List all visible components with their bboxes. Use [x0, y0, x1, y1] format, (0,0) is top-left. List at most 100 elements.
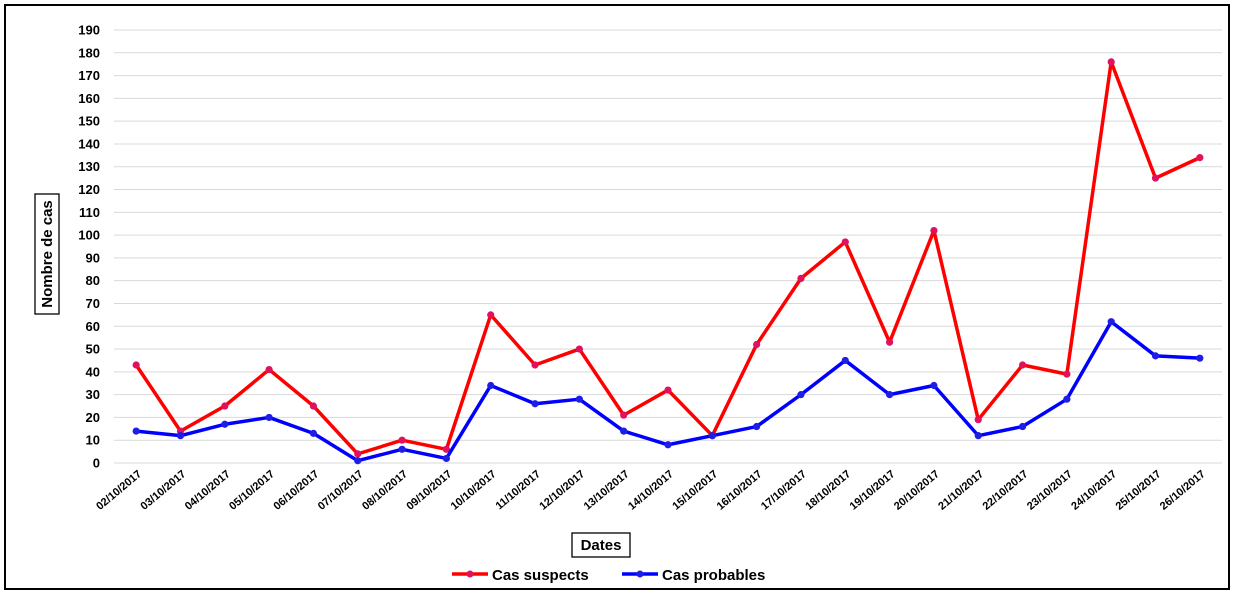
data-point — [265, 365, 273, 374]
y-tick-label: 170 — [78, 68, 100, 83]
data-point — [1063, 370, 1071, 378]
line-chart: 0 10 20 30 40 50 60 70 80 90 100 110 120 130 140 150 160… — [34, 23, 1222, 584]
x-tick-label: 05/10/2017 — [227, 468, 277, 513]
y-tick-label: 120 — [78, 182, 100, 197]
data-point — [354, 457, 362, 465]
x-tick-label: 10/10/2017 — [449, 468, 499, 513]
data-point — [930, 381, 938, 390]
x-tick-label: 26/10/2017 — [1158, 468, 1208, 513]
data-point — [1151, 174, 1160, 182]
y-axis-label: Nombre de cas — [39, 200, 56, 308]
data-point — [132, 361, 140, 369]
x-tick-label: 06/10/2017 — [271, 468, 321, 513]
x-axis-title: Dates — [571, 532, 631, 558]
y-tick-label: 150 — [78, 114, 100, 129]
data-point — [974, 432, 982, 440]
x-tick-label: 08/10/2017 — [360, 468, 410, 513]
data-point — [620, 411, 628, 419]
data-point — [1196, 354, 1204, 362]
y-axis-title: Nombre de cas — [34, 193, 60, 315]
data-point — [487, 381, 495, 390]
x-axis-ticks: 02/10/201703/10/201704/10/201705/10/2017… — [94, 468, 1208, 513]
legend-marker-suspects — [466, 570, 474, 578]
legend-label-suspects: Cas suspects — [492, 567, 589, 584]
y-tick-label: 180 — [78, 45, 100, 60]
x-tick-label: 14/10/2017 — [626, 468, 676, 513]
y-tick-label: 140 — [78, 136, 100, 151]
x-tick-label: 23/10/2017 — [1025, 468, 1075, 513]
data-point — [221, 420, 229, 428]
y-tick-label: 100 — [78, 228, 100, 243]
data-point — [132, 427, 140, 435]
data-point — [753, 340, 761, 349]
data-point — [531, 361, 539, 369]
data-point — [797, 274, 805, 283]
data-point — [1063, 395, 1071, 403]
data-point — [753, 422, 761, 431]
y-tick-label: 0 — [93, 456, 100, 471]
series-probables — [132, 318, 1204, 465]
y-tick-label: 160 — [78, 91, 100, 106]
data-point — [221, 402, 229, 410]
data-point — [886, 338, 894, 346]
gridlines — [114, 29, 1222, 464]
data-point — [487, 311, 495, 319]
y-tick-label: 30 — [86, 387, 100, 402]
data-point — [1018, 422, 1027, 431]
legend-marker-probables — [636, 570, 644, 578]
legend-item-suspects: Cas suspects — [452, 567, 589, 584]
x-tick-label: 22/10/2017 — [981, 468, 1031, 513]
data-point — [309, 402, 318, 410]
data-point — [309, 429, 318, 437]
x-tick-label: 04/10/2017 — [183, 468, 233, 513]
x-tick-label: 17/10/2017 — [759, 468, 809, 513]
data-point — [575, 395, 583, 403]
x-tick-label: 12/10/2017 — [537, 468, 587, 513]
legend: Cas suspects Cas probables — [452, 567, 765, 584]
data-point — [1107, 58, 1115, 66]
y-tick-label: 50 — [86, 342, 100, 357]
x-tick-label: 07/10/2017 — [316, 468, 366, 513]
legend-label-probables: Cas probables — [662, 567, 765, 584]
x-tick-label: 20/10/2017 — [892, 468, 942, 513]
data-point — [841, 356, 849, 365]
y-tick-label: 20 — [86, 410, 100, 425]
y-axis-ticks: 0 10 20 30 40 50 60 70 80 90 100 110 120 130 140 150 160… — [78, 23, 100, 471]
data-point — [1151, 352, 1160, 360]
x-axis-label: Dates — [581, 537, 622, 554]
y-tick-label: 110 — [79, 205, 100, 220]
data-point — [930, 226, 938, 235]
data-point — [442, 445, 450, 453]
x-tick-label: 02/10/2017 — [94, 468, 144, 513]
legend-item-probables: Cas probables — [622, 567, 765, 584]
data-point — [398, 445, 406, 453]
data-point — [442, 454, 450, 463]
data-point — [575, 345, 583, 353]
y-tick-label: 40 — [86, 364, 100, 379]
y-tick-label: 90 — [86, 250, 100, 265]
y-tick-label: 190 — [78, 23, 100, 38]
data-point — [1018, 361, 1027, 369]
chart-frame: 0 10 20 30 40 50 60 70 80 90 100 110 120 130 140 150 160… — [4, 4, 1230, 590]
data-point — [886, 391, 894, 399]
data-point — [265, 413, 273, 422]
data-point — [398, 436, 406, 444]
data-point — [841, 238, 849, 246]
y-tick-label: 70 — [86, 296, 100, 311]
x-tick-label: 11/10/2017 — [494, 468, 543, 512]
x-tick-label: 19/10/2017 — [848, 468, 898, 513]
x-tick-label: 03/10/2017 — [139, 468, 189, 513]
x-tick-label: 16/10/2017 — [715, 468, 765, 513]
x-tick-label: 21/10/2017 — [936, 468, 986, 513]
y-tick-label: 130 — [78, 159, 100, 174]
data-point — [1196, 154, 1204, 162]
x-tick-label: 09/10/2017 — [404, 468, 454, 513]
x-tick-label: 24/10/2017 — [1069, 468, 1119, 513]
y-tick-label: 10 — [86, 433, 100, 448]
data-point — [531, 400, 539, 408]
data-point — [708, 432, 716, 440]
series-suspects — [132, 58, 1204, 458]
data-point — [1107, 318, 1115, 326]
series-lines — [132, 58, 1204, 465]
x-tick-label: 18/10/2017 — [803, 468, 853, 513]
